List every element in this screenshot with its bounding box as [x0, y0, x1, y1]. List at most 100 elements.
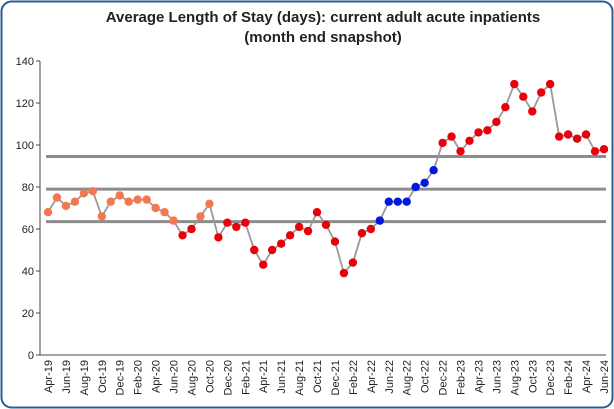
- data-point: [276, 239, 286, 248]
- data-point: [384, 197, 393, 206]
- data-point: [232, 222, 241, 232]
- x-tick-label: Jun-23: [491, 360, 503, 394]
- x-tick-label: Oct-21: [312, 360, 324, 393]
- chart-title: Average Length of Stay (days): current a…: [106, 9, 541, 26]
- x-tick-label: Jun-19: [61, 360, 73, 394]
- x-tick-label: Dec-21: [330, 360, 342, 395]
- x-tick-label: Aug-23: [509, 360, 521, 395]
- data-point: [411, 182, 420, 192]
- x-tick-label: Feb-23: [456, 360, 468, 395]
- x-tick-label: Aug-19: [79, 360, 91, 395]
- data-point: [133, 195, 142, 204]
- data-point: [70, 197, 80, 206]
- data-point: [402, 197, 411, 206]
- data-point: [303, 226, 313, 236]
- y-tick-label: 20: [22, 308, 34, 320]
- data-point: [223, 218, 232, 227]
- data-point: [61, 201, 71, 211]
- data-point: [581, 130, 591, 139]
- data-point: [554, 132, 564, 141]
- data-point: [169, 216, 178, 225]
- data-point: [250, 245, 259, 255]
- data-point: [510, 79, 519, 89]
- data-point: [97, 212, 107, 221]
- data-point: [294, 222, 304, 232]
- data-point: [545, 79, 555, 89]
- x-tick-label: Jun-20: [169, 360, 181, 394]
- data-point: [429, 166, 438, 175]
- data-point: [330, 237, 340, 246]
- data-point: [79, 189, 89, 198]
- y-tick-label: 120: [16, 98, 34, 110]
- data-point: [563, 130, 573, 139]
- data-point: [339, 268, 349, 278]
- x-tick-label: Aug-22: [402, 360, 414, 395]
- data-point: [366, 224, 376, 234]
- data-point: [519, 92, 528, 101]
- x-tick-label: Dec-19: [115, 360, 127, 395]
- data-point: [501, 103, 510, 112]
- x-tick-label: Dec-22: [438, 360, 450, 395]
- data-point: [285, 231, 295, 240]
- data-point: [205, 199, 214, 208]
- y-tick-label: 100: [16, 140, 34, 152]
- x-tick-label: Dec-20: [222, 360, 234, 395]
- data-point: [214, 233, 223, 242]
- data-point: [474, 128, 483, 137]
- data-point: [375, 216, 385, 225]
- x-tick-label: Jun-21: [276, 360, 288, 394]
- data-point: [115, 191, 124, 200]
- data-point: [599, 145, 609, 154]
- x-tick-label: Jun-24: [599, 360, 611, 394]
- x-tick-label: Apr-20: [151, 360, 163, 393]
- data-point: [267, 245, 277, 255]
- data-point: [572, 134, 582, 143]
- data-point: [196, 212, 205, 221]
- y-tick-label: 80: [22, 182, 34, 194]
- data-point: [52, 193, 62, 202]
- data-point: [483, 126, 492, 135]
- x-tick-label: Aug-20: [186, 360, 198, 395]
- data-point: [348, 258, 358, 267]
- data-point: [142, 195, 151, 204]
- data-point: [537, 88, 546, 97]
- data-point: [456, 147, 465, 156]
- x-tick-label: Feb-22: [348, 360, 360, 395]
- data-point: [259, 260, 268, 269]
- data-point: [43, 208, 53, 217]
- x-tick-label: Feb-21: [240, 360, 252, 395]
- x-tick-label: Feb-24: [563, 360, 575, 395]
- data-point: [438, 138, 447, 148]
- x-tick-label: Apr-19: [43, 360, 55, 393]
- data-point: [420, 178, 429, 187]
- x-tick-label: Oct-19: [97, 360, 109, 393]
- data-point: [151, 203, 160, 213]
- x-tick-label: Apr-21: [258, 360, 270, 393]
- data-point: [241, 218, 250, 227]
- data-point: [106, 197, 115, 206]
- data-point: [178, 231, 187, 240]
- data-point: [447, 132, 456, 141]
- data-point: [492, 117, 501, 127]
- data-point: [590, 147, 600, 156]
- data-point: [465, 136, 474, 145]
- x-tick-label: Apr-23: [473, 360, 485, 393]
- data-point: [160, 208, 169, 217]
- y-tick-label: 40: [22, 266, 34, 278]
- x-tick-label: Oct-23: [527, 360, 539, 393]
- x-tick-label: Dec-23: [545, 360, 557, 395]
- x-tick-label: Jun-22: [384, 360, 396, 394]
- y-tick-label: 140: [16, 56, 34, 68]
- x-tick-label: Feb-20: [133, 360, 145, 395]
- data-point: [321, 220, 331, 229]
- chart-title: (month end snapshot): [244, 29, 402, 46]
- data-point: [312, 208, 322, 217]
- data-point: [393, 197, 402, 206]
- x-tick-label: Apr-24: [581, 360, 593, 393]
- y-tick-label: 60: [22, 224, 34, 236]
- data-point: [528, 107, 537, 116]
- data-point: [124, 197, 133, 206]
- x-tick-label: Oct-22: [420, 360, 432, 393]
- y-tick-label: 0: [28, 350, 34, 362]
